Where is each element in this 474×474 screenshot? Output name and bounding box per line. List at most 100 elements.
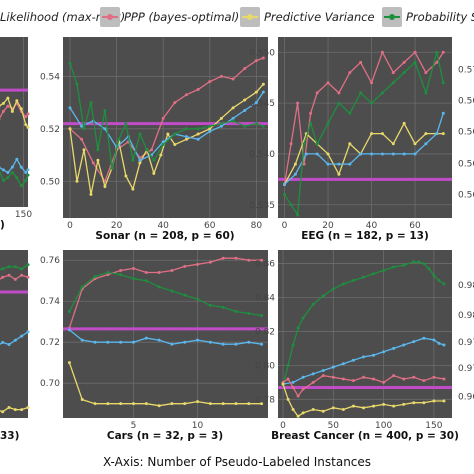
series-point [402,71,406,75]
series-point [157,338,161,342]
series-point [442,399,446,403]
series-point [80,285,84,289]
series-point [441,132,445,136]
series-point [302,142,306,146]
y-tick-label: 0.86 [255,260,275,270]
series-point [432,375,436,379]
series-point [289,203,293,207]
series-point [301,387,305,391]
series-point [7,406,11,409]
y-tick-label: 0.50 [40,177,60,187]
series-point [359,91,363,95]
series-point [68,127,72,131]
series-line [69,91,264,162]
x-tick-label: 50 [328,421,340,431]
series-point [131,266,135,270]
series-point [234,309,238,313]
series-point [286,397,290,401]
series-point [184,135,188,139]
series-point [234,256,238,260]
series-point [119,402,123,406]
series-point [1,340,5,344]
series-point [93,340,97,344]
series-point [89,101,93,105]
x-tick-label: 100 [375,421,392,431]
x-tick-label: 60 [204,221,216,231]
series-point [131,327,135,331]
x-tick-label: 20 [322,221,334,231]
series-point [208,402,212,406]
series-point [10,170,14,174]
series-point [103,185,107,189]
series-point [302,162,306,166]
series-point [221,305,225,309]
series-point [261,124,265,128]
series-point [348,142,352,146]
series-point [296,414,300,418]
series-point [321,409,325,413]
series-point [6,104,10,108]
series-point [157,327,161,331]
series-point [442,377,446,381]
series-point [6,96,10,100]
series-point [392,374,396,378]
series-point [6,170,10,174]
series-point [26,406,30,409]
series-point [424,142,428,146]
series-point [80,338,84,342]
series-point [402,60,406,64]
series-point [321,374,325,378]
series-point [254,122,258,126]
y-tick-label: 0.56 [458,127,474,137]
legend-label: Probability S [406,10,474,24]
panel-title: ) [0,219,5,231]
legend: Likelihood (max-max) PPP (bayes-optimal)… [0,0,474,34]
series-point [15,99,19,103]
series-point [93,327,97,331]
series-point [159,153,163,157]
series-point [208,303,212,307]
series-point [24,178,28,182]
series-point [170,327,174,331]
series-point [166,132,170,136]
series-point [437,341,441,345]
y-tick-label: 0.76 [40,256,60,266]
series-point [435,60,439,64]
series-point [422,336,426,340]
series-point [309,111,313,115]
series-point [68,61,72,65]
series-point [1,168,5,172]
series-point [221,402,225,406]
series-point [442,282,446,286]
panel-title: Sonar (n = 208, p = 60) [95,230,234,242]
series-point [412,375,416,379]
series-point [208,80,212,84]
series-point [106,402,110,406]
series-point [289,142,293,146]
series-point [1,275,5,279]
series-point [341,282,345,286]
x-tick-label: 150 [425,421,442,431]
legend-label: Predictive Variance [264,10,375,24]
series-line [284,113,444,185]
series-point [348,71,352,75]
series-point [161,143,165,147]
series-point [247,312,251,316]
y-tick-label: 0.96 [458,392,474,402]
series-point [138,132,142,136]
series-point [170,289,174,293]
series-point [254,101,258,105]
series-line [282,337,445,385]
y-tick-label: 0.97 [458,338,474,348]
series-point [283,193,287,197]
series-point [311,380,315,384]
series-point [138,161,142,165]
panel-title: Cars (n = 32, p = 3) [107,430,223,442]
series-point [382,380,386,384]
series-point [131,158,135,162]
series-point [382,350,386,354]
series-point [331,406,335,410]
series-point [348,162,352,166]
series-point [91,161,95,165]
